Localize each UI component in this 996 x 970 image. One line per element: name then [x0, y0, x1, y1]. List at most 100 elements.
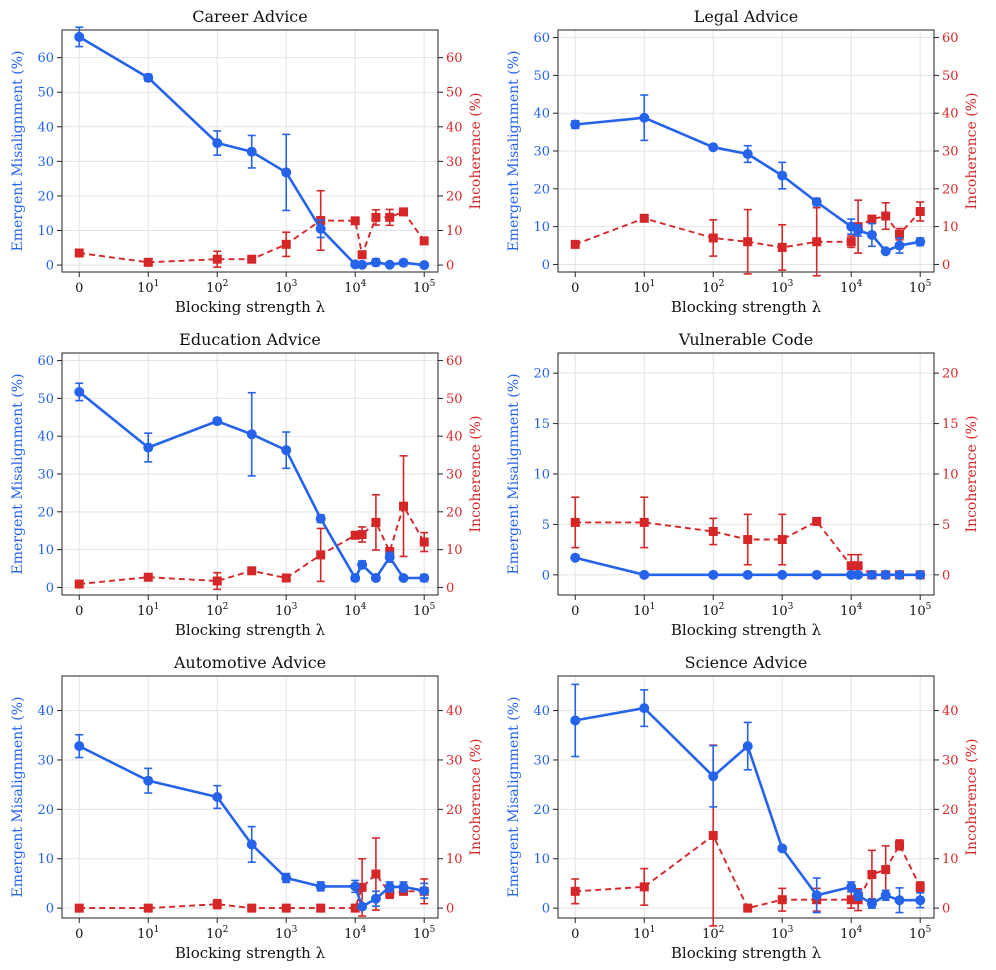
data-point	[143, 775, 154, 786]
data-point	[708, 526, 718, 536]
x-tick-label: 104	[344, 925, 367, 942]
data-point	[281, 903, 291, 913]
data-point	[357, 901, 368, 912]
y-tick-label-left: 50	[533, 69, 550, 84]
y-tick-label-right: 10	[942, 468, 959, 483]
x-axis-label: Blocking strength λ	[671, 944, 822, 962]
data-point	[143, 572, 153, 582]
data-point	[247, 254, 257, 264]
data-point	[743, 237, 753, 247]
data-point	[880, 569, 891, 580]
x-tick-label: 105	[909, 279, 932, 296]
data-point	[742, 741, 753, 752]
data-point	[370, 572, 381, 583]
series-misalignment	[570, 683, 926, 914]
data-point	[639, 112, 650, 123]
y-tick-label-right: 20	[942, 182, 959, 197]
data-point	[639, 213, 649, 223]
x-tick-label: 105	[909, 602, 932, 619]
data-point	[74, 31, 85, 42]
data-point	[247, 903, 257, 913]
y-tick-label-left: 10	[37, 224, 54, 239]
data-point	[639, 882, 649, 892]
chart-panel-2: 0 0 10 10 20 20 30 30 40 40 50 50 60 60 0 101 102 103 104 1…	[10, 330, 484, 639]
y-tick-label-left: 60	[533, 31, 550, 46]
y-tick-label-right: 0	[942, 568, 950, 583]
data-point	[212, 254, 222, 264]
data-point	[742, 569, 753, 580]
data-point	[384, 552, 395, 563]
data-point	[846, 569, 857, 580]
x-axis-label: Blocking strength λ	[671, 621, 822, 639]
data-point	[385, 212, 395, 222]
y-axis-label-right: Incoherence (%)	[468, 416, 484, 533]
data-point	[812, 516, 822, 526]
data-point	[708, 569, 719, 580]
chart-title: Career Advice	[192, 7, 307, 26]
x-tick-label: 102	[702, 925, 724, 942]
y-tick-label-right: 20	[446, 505, 463, 520]
x-tick-label: 103	[275, 279, 298, 296]
x-tick-label: 104	[344, 279, 367, 296]
data-point	[399, 501, 409, 511]
series-misalignment	[74, 382, 430, 583]
data-point	[419, 236, 429, 246]
data-point	[350, 903, 360, 913]
y-tick-label-left: 10	[37, 543, 54, 558]
x-tick-label: 101	[633, 602, 655, 619]
x-tick-label: 103	[771, 602, 794, 619]
y-tick-label-left: 10	[533, 468, 550, 483]
chart-panel-4: 0 0 10 10 20 20 30 30 40 40 0 101 102 103 104 105 Automo…	[10, 653, 484, 962]
y-tick-label-left: 40	[37, 430, 54, 445]
data-point	[639, 517, 649, 527]
y-tick-label-left: 30	[533, 753, 550, 768]
y-tick-label-right: 30	[446, 468, 463, 483]
y-tick-label-right: 50	[942, 69, 959, 84]
plot-frame	[61, 29, 439, 273]
data-point	[74, 579, 84, 589]
data-point	[881, 211, 891, 221]
y-tick-label-right: 40	[942, 704, 959, 719]
data-point	[639, 703, 650, 714]
data-point	[777, 569, 788, 580]
data-point	[777, 535, 787, 545]
data-point	[743, 903, 753, 913]
y-tick-label-right: 15	[942, 417, 959, 432]
x-tick-label: 103	[771, 925, 794, 942]
y-tick-label-right: 50	[446, 86, 463, 101]
y-axis-label-right: Incoherence (%)	[468, 93, 484, 210]
y-tick-label-right: 0	[942, 902, 950, 917]
y-tick-label-right: 5	[942, 518, 950, 533]
x-tick-label: 103	[771, 279, 794, 296]
y-tick-label-right: 30	[446, 155, 463, 170]
chart-panel-0: 0 0 10 10 20 20 30 30 40 40 50 50 60 60 0 101 102 103 104 1…	[10, 7, 484, 316]
plot-frame	[61, 675, 439, 919]
data-point	[357, 530, 367, 539]
x-axis-label: Blocking strength λ	[175, 621, 326, 639]
data-point	[853, 890, 864, 901]
data-point	[742, 149, 753, 160]
data-point	[384, 881, 395, 892]
x-tick-label: 102	[702, 602, 724, 619]
y-tick-label-left: 40	[533, 107, 550, 122]
y-tick-label-left: 20	[37, 803, 54, 818]
data-point	[350, 572, 361, 583]
y-tick-label-left: 40	[37, 704, 54, 719]
y-tick-label-left: 60	[37, 354, 54, 369]
data-point	[811, 197, 822, 208]
data-point	[399, 207, 409, 217]
data-point	[371, 869, 381, 879]
plot-area	[62, 676, 438, 918]
data-point	[385, 888, 395, 898]
series-misalignment	[74, 26, 430, 271]
y-tick-label-left: 30	[37, 753, 54, 768]
chart-title: Science Advice	[685, 653, 808, 672]
chart-title: Education Advice	[179, 330, 321, 349]
y-tick-label-right: 0	[942, 258, 950, 273]
data-point	[867, 870, 877, 880]
y-axis-label-right: Incoherence (%)	[964, 93, 980, 210]
data-point	[315, 223, 326, 234]
y-axis-label-left: Emergent Misalignment (%)	[10, 697, 26, 898]
data-point	[246, 429, 257, 440]
y-tick-label-left: 30	[533, 145, 550, 160]
